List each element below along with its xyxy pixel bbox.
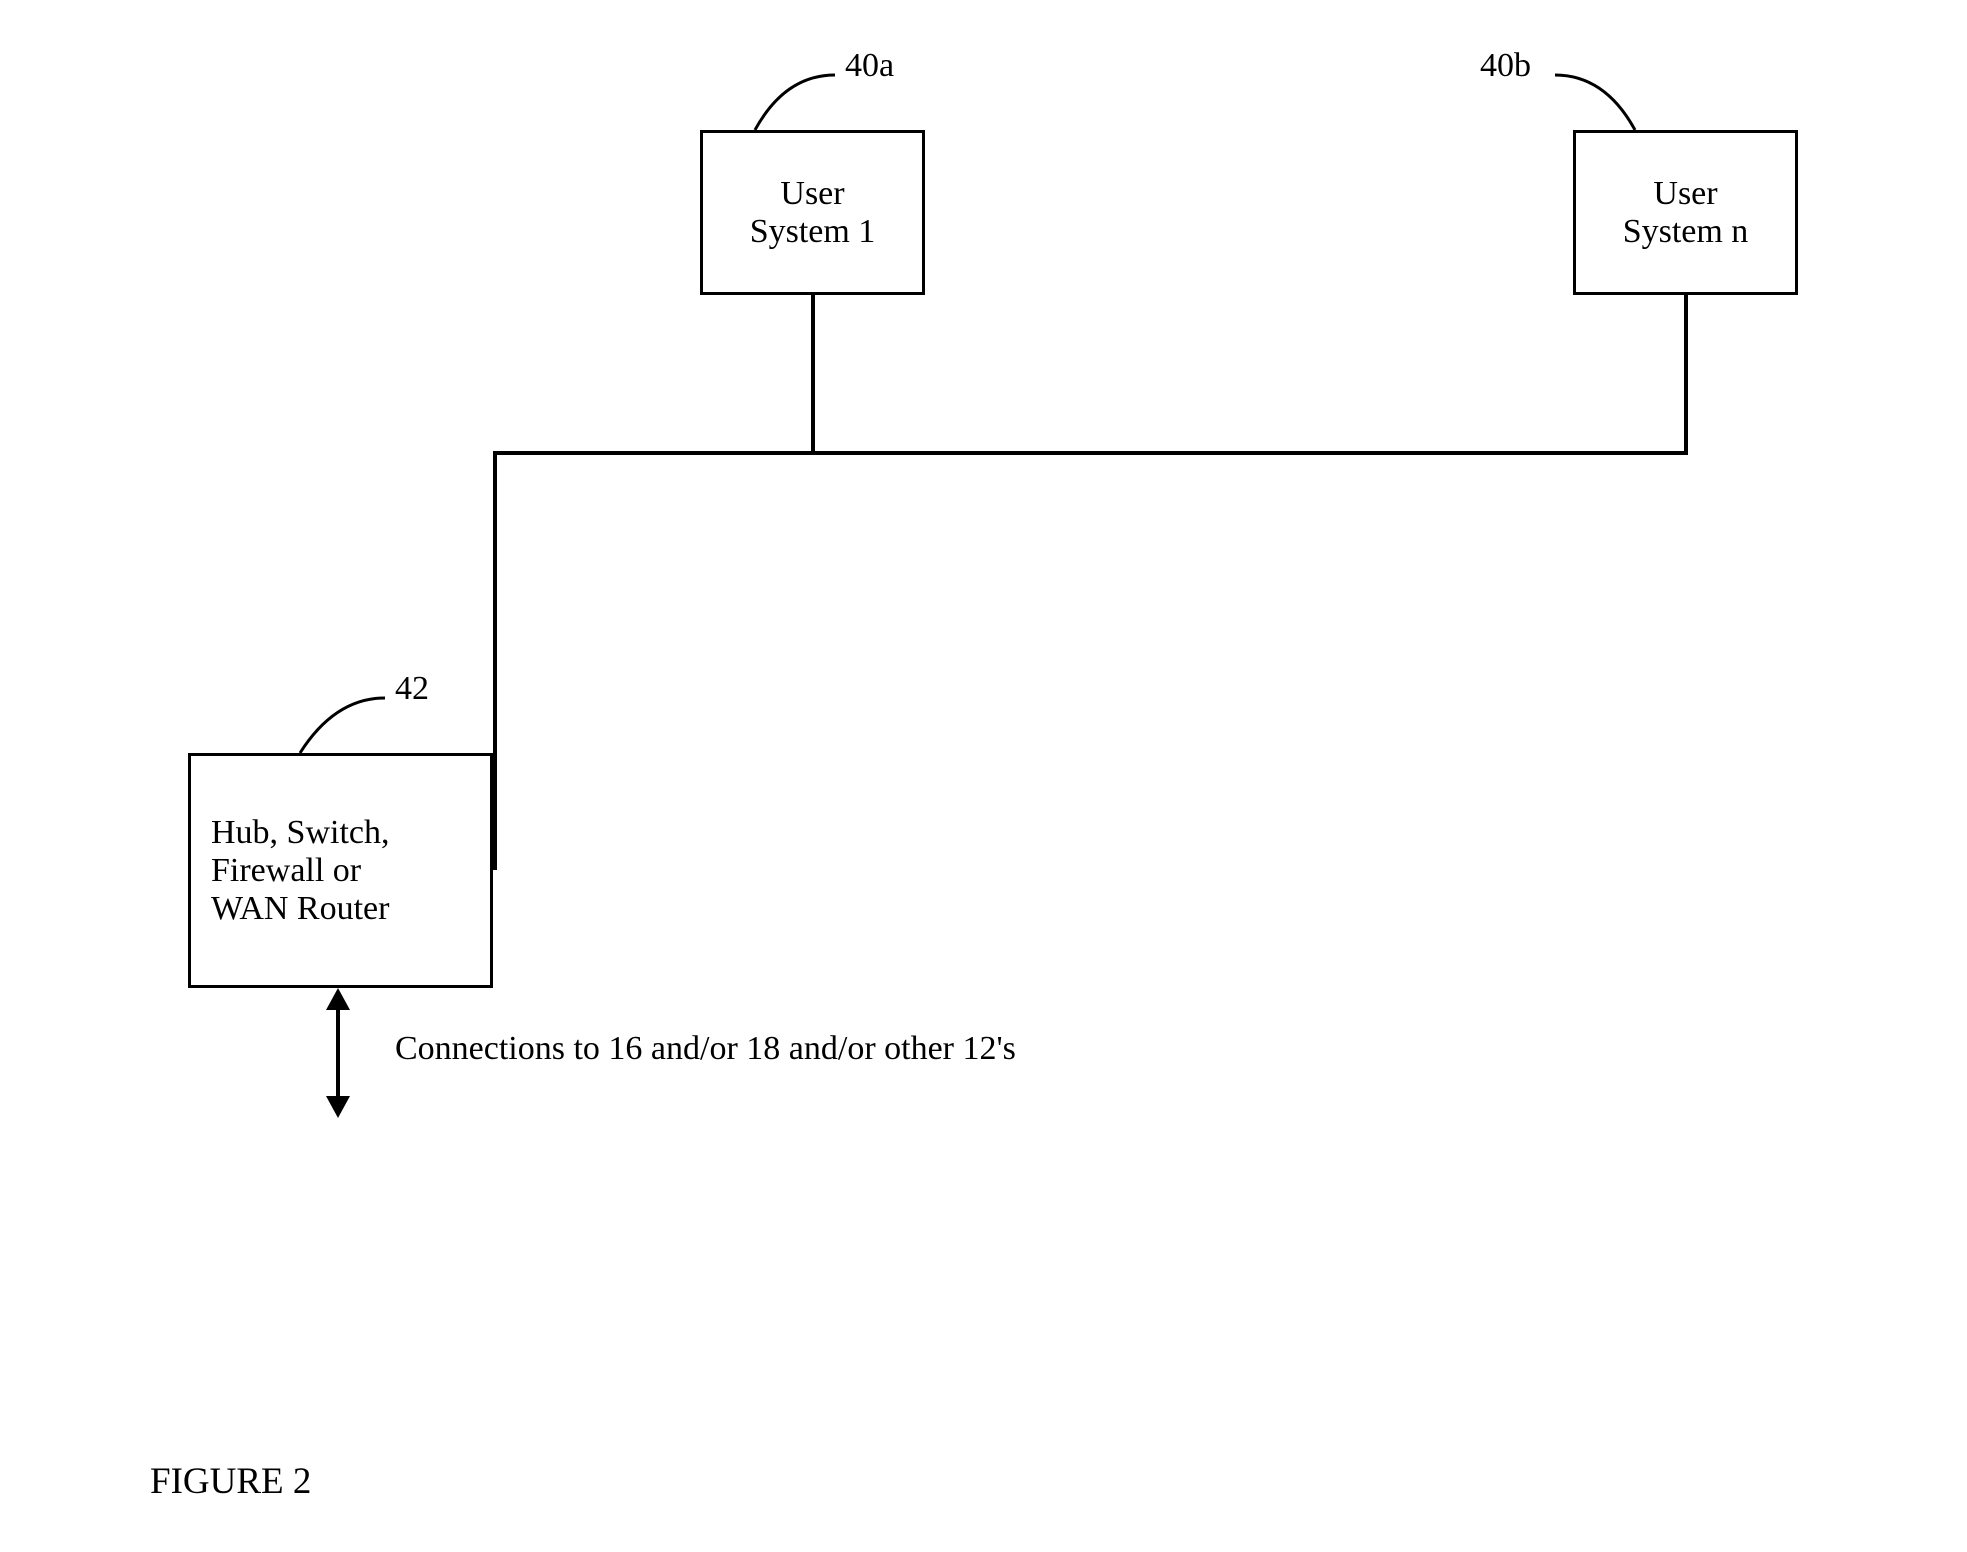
callout-curve-40b [1555,75,1665,135]
usern-line-2: System n [1623,213,1749,251]
bidirectional-arrow-icon [318,988,358,1118]
hub-line-3: WAN Router [211,890,389,928]
user-system-n-box: User System n [1573,130,1798,295]
hub-line-2: Firewall or [211,852,361,890]
callout-label-40a: 40a [845,47,894,85]
bus-to-hub-line [493,451,497,870]
bus-line-horizontal [493,451,1688,455]
network-diagram: Hub, Switch, Firewall or WAN Router User… [0,0,1967,1552]
user-system-1-box: User System 1 [700,130,925,295]
callout-label-40b: 40b [1480,47,1531,85]
hub-switch-box: Hub, Switch, Firewall or WAN Router [188,753,493,988]
figure-label: FIGURE 2 [150,1460,311,1503]
user1-line-2: System 1 [750,213,876,251]
hub-line-1: Hub, Switch, [211,814,390,852]
connections-text: Connections to 16 and/or 18 and/or other… [395,1030,1016,1068]
callout-label-42: 42 [395,670,429,708]
user1-to-bus-line [811,295,815,455]
usern-to-bus-line [1684,295,1688,455]
usern-line-1: User [1653,175,1717,213]
user1-line-1: User [780,175,844,213]
